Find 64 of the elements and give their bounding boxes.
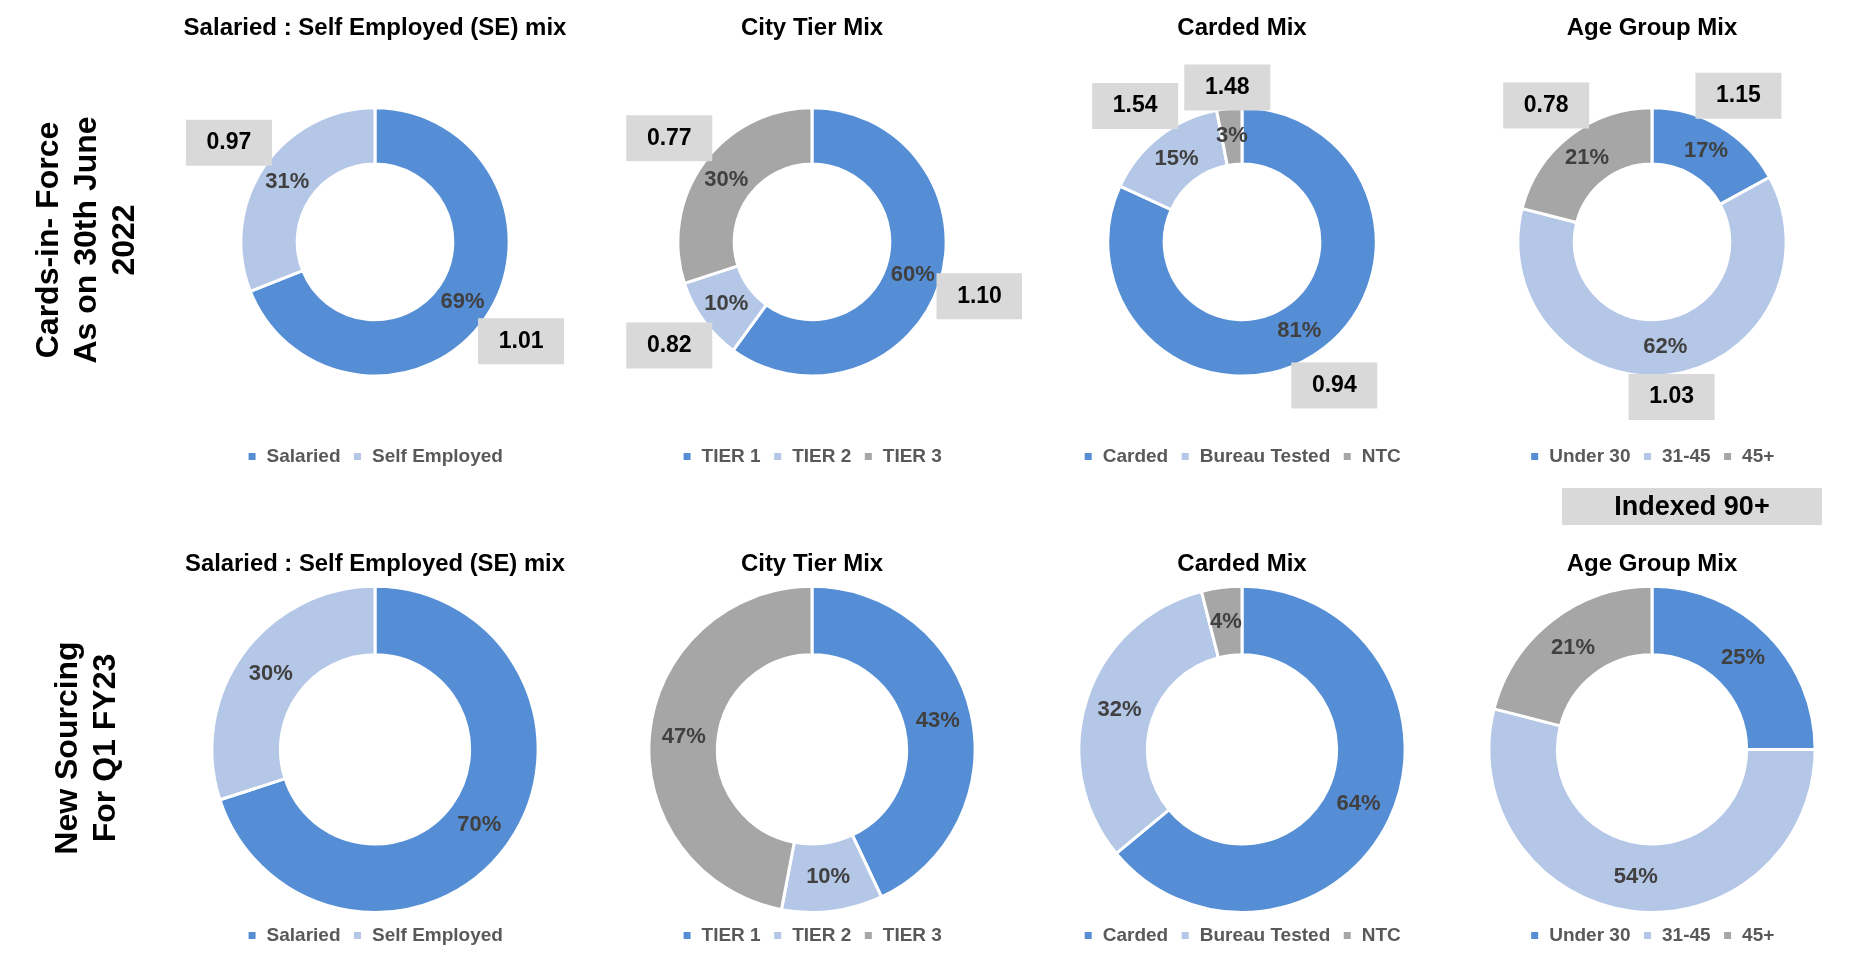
legend-label: Carded bbox=[1102, 444, 1169, 466]
data-label: 81% bbox=[1277, 317, 1322, 343]
text: 1.15 bbox=[1716, 81, 1762, 108]
legend-label: Carded bbox=[1102, 923, 1169, 945]
data-label: 62% bbox=[1643, 333, 1688, 359]
legend-label: NTC bbox=[1361, 923, 1402, 945]
data-label: 25% bbox=[1721, 644, 1766, 670]
data-label: 31% bbox=[265, 168, 310, 194]
legend-label: TIER 1 bbox=[701, 923, 762, 945]
text: 1.48 bbox=[1204, 72, 1250, 99]
data-label: 32% bbox=[1097, 695, 1142, 721]
legend-label: Under 30 bbox=[1549, 923, 1631, 945]
legend-label: TIER 2 bbox=[792, 923, 852, 945]
data-label: 70% bbox=[457, 811, 502, 837]
text: Cards-in- Force As on 30th June 2022 bbox=[28, 115, 142, 366]
legend-label: TIER 2 bbox=[792, 444, 852, 466]
chart-title: Salaried : Self Employed (SE) mix bbox=[185, 548, 566, 577]
data-label: 54% bbox=[1613, 863, 1658, 889]
data-label: 64% bbox=[1336, 790, 1381, 816]
text: 0.77 bbox=[646, 123, 692, 150]
legend-label: Under 30 bbox=[1549, 444, 1631, 466]
data-label: 30% bbox=[704, 165, 749, 191]
data-label: 21% bbox=[1551, 633, 1596, 659]
legend-label: TIER 3 bbox=[882, 444, 942, 466]
text: 1.10 bbox=[957, 281, 1002, 308]
data-label: 69% bbox=[440, 287, 485, 313]
data-label: 10% bbox=[806, 863, 851, 889]
legend-label: NTC bbox=[1361, 444, 1402, 466]
chart-title: Age Group Mix bbox=[1566, 13, 1738, 41]
chart-title: City Tier Mix bbox=[740, 549, 884, 577]
legend-label: Self Employed bbox=[372, 923, 503, 945]
data-label: 15% bbox=[1154, 144, 1199, 170]
chart-title: City Tier Mix bbox=[740, 13, 884, 41]
text: 0.94 bbox=[1311, 370, 1357, 397]
text: 0.82 bbox=[646, 330, 692, 357]
chart-title: Carded Mix bbox=[1177, 13, 1308, 41]
data-label: 43% bbox=[915, 707, 960, 733]
legend-label: 45+ bbox=[1742, 444, 1775, 466]
chart-title: Age Group Mix bbox=[1566, 549, 1738, 577]
data-label: 21% bbox=[1565, 144, 1610, 170]
legend-label: Bureau Tested bbox=[1199, 923, 1331, 945]
legend-label: Self Employed bbox=[372, 444, 503, 466]
text: New Sourcing For Q1 FY23 bbox=[47, 639, 123, 857]
legend-label: Salaried bbox=[266, 444, 341, 466]
legend-label: Bureau Tested bbox=[1199, 444, 1331, 466]
legend-label: Salaried bbox=[266, 923, 341, 945]
text: 0.97 bbox=[206, 127, 252, 154]
legend-label: TIER 1 bbox=[701, 444, 762, 466]
legend-label: 31-45 bbox=[1661, 923, 1712, 945]
text: Indexed 90+ bbox=[1562, 488, 1822, 525]
text: 1.54 bbox=[1112, 91, 1158, 118]
data-label: 60% bbox=[890, 260, 935, 286]
text: 0.78 bbox=[1523, 90, 1569, 117]
legend-label: 45+ bbox=[1742, 923, 1775, 945]
legend-label: 31-45 bbox=[1661, 444, 1712, 466]
legend-label: TIER 3 bbox=[882, 923, 942, 945]
data-label: 47% bbox=[661, 723, 706, 749]
data-label: 17% bbox=[1683, 136, 1728, 162]
data-label: 30% bbox=[248, 659, 293, 685]
text: 1.03 bbox=[1649, 382, 1694, 409]
chart-title: Salaried : Self Employed (SE) mix bbox=[183, 13, 568, 41]
text: 1.01 bbox=[498, 326, 544, 353]
data-label: 10% bbox=[704, 290, 749, 316]
chart-title: Carded Mix bbox=[1177, 549, 1308, 577]
